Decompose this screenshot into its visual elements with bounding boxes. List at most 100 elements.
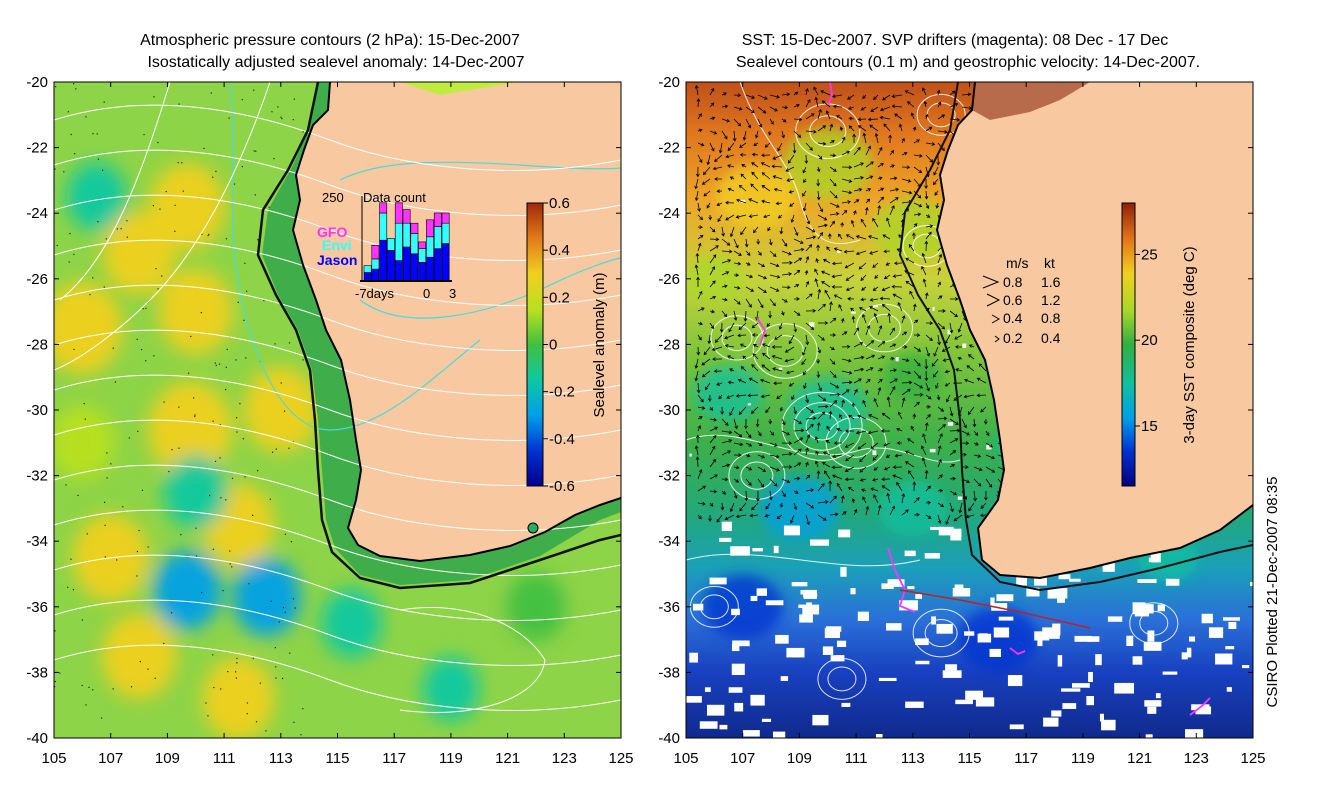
velocity-arrow (829, 166, 837, 172)
stipple-dot (178, 406, 180, 408)
sealevel-contour (752, 323, 818, 379)
velocity-arrow (913, 382, 924, 389)
velocity-arrow (937, 309, 946, 313)
velocity-arrow (762, 352, 771, 360)
velocity-arrow (739, 152, 747, 157)
stipple-dot (104, 501, 106, 503)
cloud-pixel (851, 311, 856, 314)
velocity-arrow (920, 445, 927, 456)
velocity-arrow (694, 190, 699, 202)
y-tick-label: -20 (658, 74, 680, 91)
inset-bar-envi (402, 222, 411, 248)
velocity-arrow (696, 276, 700, 288)
stipple-dot (67, 586, 69, 588)
cloud-pixel (1225, 646, 1235, 650)
cloud-pixel (1095, 654, 1102, 666)
anomaly-blob (505, 572, 566, 642)
cloud-pixel (899, 600, 918, 611)
velocity-arrow (793, 418, 803, 425)
velocity-arrow (901, 345, 908, 349)
velocity-arrow (924, 422, 929, 432)
cloud-pixel (887, 579, 905, 587)
cloud-pixel (990, 597, 995, 606)
velocity-arrow (980, 513, 987, 518)
velocity-arrow (838, 233, 843, 240)
velocity-arrow (844, 466, 855, 472)
velocity-arrow (721, 477, 729, 482)
stipple-dot (225, 366, 227, 368)
stipple-dot (201, 233, 203, 236)
stipple-dot (280, 382, 282, 384)
velocity-arrow (883, 123, 891, 132)
stipple-dot (215, 170, 217, 173)
cloud-pixel (931, 616, 936, 625)
velocity-arrow (709, 458, 717, 468)
velocity-arrow (937, 101, 942, 108)
velocity-arrow (944, 369, 951, 374)
velocity-arrow (937, 267, 942, 276)
velocity-arrow (828, 480, 833, 492)
velocity-arrow (724, 334, 735, 340)
velocity-arrow (805, 416, 817, 421)
cloud-pixel (838, 529, 851, 538)
velocity-arrow (721, 238, 731, 246)
velocity-arrow (925, 485, 931, 492)
velocity-arrow (889, 164, 895, 168)
sla-colorbar-fill (526, 202, 544, 487)
velocity-arrow (751, 171, 759, 180)
velocity-arrow (880, 106, 891, 112)
velocity-arrow (844, 477, 855, 482)
sla-tick-label: 0.4 (549, 242, 570, 259)
cloud-pixel (986, 444, 992, 450)
stipple-dot (283, 410, 286, 412)
stipple-dot (241, 99, 243, 101)
velocity-arrow (937, 334, 941, 346)
stipple-dot (224, 388, 227, 391)
inset-bar-envi (379, 212, 388, 241)
velocity-arrow (696, 382, 701, 394)
velocity-arrow (769, 478, 778, 487)
stipple-dot (246, 290, 248, 292)
velocity-arrow (845, 234, 855, 240)
stipple-dot (236, 431, 238, 433)
stipple-dot (136, 550, 139, 553)
velocity-arrow (762, 343, 771, 348)
velocity-arrow (931, 358, 939, 367)
velocity-arrow (877, 187, 885, 192)
velocity-arrow (815, 450, 819, 456)
velocity-arrow (727, 187, 735, 192)
velocity-arrow (695, 434, 700, 444)
cloud-pixel (750, 694, 765, 706)
velocity-arrow (845, 274, 855, 281)
velocity-arrow (739, 142, 747, 148)
sst-colorbar-ticks: 25 20 15 (1135, 246, 1158, 435)
velocity-arrow (824, 289, 831, 300)
velocity-arrow (802, 370, 807, 376)
velocity-arrow (765, 406, 771, 414)
stipple-dot (153, 96, 155, 98)
sla-tick-label: -0.4 (549, 431, 575, 448)
cloud-pixel (915, 594, 923, 599)
velocity-arrow (889, 378, 898, 384)
velocity-arrow (769, 442, 778, 447)
velocity-arrow (840, 317, 845, 324)
velocity-arrow (802, 202, 807, 212)
velocity-arrow (719, 322, 724, 333)
velocity-arrow (733, 93, 742, 98)
velocity-arrow (829, 333, 837, 337)
velocity-arrow (865, 198, 871, 204)
stipple-dot (106, 452, 108, 454)
y-tick-label: -28 (658, 336, 680, 353)
velocity-arrow (937, 295, 943, 300)
velocity-arrow (859, 478, 867, 482)
stipple-dot (92, 689, 94, 691)
stipple-dot (130, 686, 133, 688)
velocity-arrow (864, 389, 869, 396)
cloud-pixel (841, 702, 851, 707)
velocity-arrow (817, 394, 827, 402)
pressure-contour (54, 554, 621, 621)
velocity-arrow (735, 514, 747, 519)
velocity-arrow (709, 406, 713, 411)
velocity-arrow (741, 164, 747, 168)
velocity-arrow (882, 94, 891, 101)
